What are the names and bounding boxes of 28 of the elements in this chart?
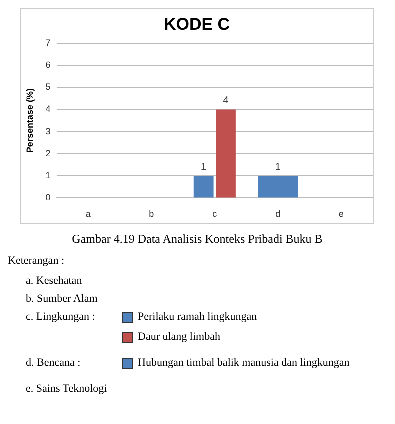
y-tick-label: 6 [46,60,51,70]
y-tick-label: 5 [46,82,51,92]
x-tick-label: a [86,209,91,220]
y-axis-title: Persentase (%) [24,88,35,154]
text: d. Bencana : [26,357,82,369]
legend-label: Hubungan timbal balik manusia dan lingkungan [138,357,350,369]
y-tick-label: 1 [46,170,51,181]
text: a. Kesehatan [26,275,84,287]
y-tick-label: 2 [46,148,51,158]
y-tick-label: 7 [46,38,51,48]
legend-label: Perilaku ramah lingkungan [138,311,258,323]
data-label: 1 [201,162,208,173]
x-tick-label: e [338,209,344,220]
x-tick-label: b [149,209,154,220]
text: b. Sumber Alam [26,293,99,305]
x-tick-label: d [276,209,281,220]
y-tick-label: 0 [46,192,51,203]
legend-label: Daur ulang limbah [138,331,220,343]
y-tick-label: 3 [46,126,51,136]
text: c. Lingkungan : [26,311,96,323]
x-tick-label: c [212,209,218,220]
data-label: 1 [275,162,282,173]
data-label: 4 [223,95,230,106]
text: e. Sains Teknologi [26,383,108,395]
y-tick-label: 4 [46,104,51,114]
text: Keterangan : [8,255,66,267]
text: Gambar 4.19 Data Analisis Konteks Pribadi Buku B [71,232,324,247]
chart-title: KODE C [164,14,230,34]
